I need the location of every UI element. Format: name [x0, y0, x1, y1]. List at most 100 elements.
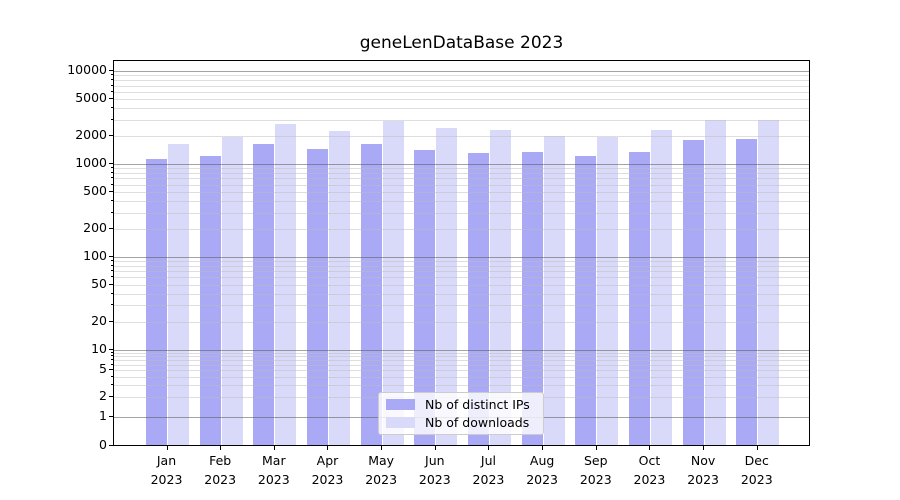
- x-axis-tick-label: Dec 2023: [727, 451, 787, 489]
- gridline-minor: [114, 376, 809, 378]
- x-tick-mark: [703, 446, 705, 450]
- y-axis-tick-label: 0: [99, 436, 107, 452]
- gridline-minor: [114, 212, 809, 214]
- x-tick-mark: [542, 446, 544, 450]
- y-tick-mark: [109, 98, 113, 100]
- legend-swatch-distinct-ips: [386, 399, 415, 410]
- gridline-major: [114, 71, 809, 73]
- bar-downloads-3: [328, 130, 350, 446]
- y-tick-mark: [109, 416, 113, 418]
- x-axis-tick-label-line: 2023: [204, 472, 237, 487]
- y-axis-tick-label: 50: [91, 275, 107, 291]
- x-axis-tick-label-line: 2023: [526, 472, 559, 487]
- x-axis-tick-label: Jan 2023: [137, 451, 197, 489]
- gridline-major: [114, 164, 809, 165]
- bar-downloads-6: [489, 130, 511, 446]
- y-axis-tick-label: 10000: [67, 62, 107, 78]
- x-axis-tick-label-line: Jul: [480, 453, 496, 468]
- y-minor-tick-mark: [111, 292, 113, 294]
- gridline-minor: [114, 284, 809, 286]
- y-minor-tick-mark: [111, 384, 113, 386]
- y-tick-mark: [109, 255, 113, 257]
- x-tick-mark: [434, 446, 436, 450]
- bar-distinct-ips-9: [628, 151, 650, 446]
- y-minor-tick-mark: [111, 355, 113, 357]
- bar-downloads-7: [543, 136, 565, 446]
- x-axis-tick-label: Apr 2023: [297, 451, 357, 489]
- x-axis-tick-label: Aug 2023: [512, 451, 572, 489]
- y-axis-tick-label: 500: [83, 182, 107, 198]
- x-axis-tick-label: Nov 2023: [673, 451, 733, 489]
- x-axis-tick-label-line: Jun: [425, 453, 445, 468]
- x-axis-tick-label: Oct 2023: [619, 451, 679, 489]
- x-axis-tick-label: Feb 2023: [190, 451, 250, 489]
- bar-distinct-ips-11: [736, 139, 758, 446]
- x-axis-tick-label-line: 2023: [579, 472, 612, 487]
- y-tick-mark: [109, 395, 113, 397]
- y-axis-tick-label: 5: [99, 361, 107, 377]
- y-minor-tick-mark: [111, 363, 113, 365]
- gridline-minor: [114, 293, 809, 295]
- y-minor-tick-mark: [111, 211, 113, 213]
- y-axis-tick-label: 100: [83, 247, 107, 263]
- y-tick-mark: [109, 190, 113, 192]
- legend-label-distinct-ips: Nb of distinct IPs: [425, 397, 530, 412]
- y-minor-tick-mark: [111, 177, 113, 179]
- y-minor-tick-mark: [111, 276, 113, 278]
- y-tick-mark: [109, 70, 113, 72]
- x-axis-tick-label-line: Aug: [529, 453, 555, 468]
- gridline-minor: [114, 305, 809, 307]
- x-axis-tick-label-line: 2023: [418, 472, 451, 487]
- chart-title: geneLenDataBase 2023: [359, 33, 564, 53]
- y-minor-tick-mark: [111, 264, 113, 266]
- gridline-minor: [114, 99, 809, 101]
- x-tick-mark: [220, 446, 222, 450]
- x-axis-tick-label: Jul 2023: [458, 451, 518, 489]
- gridline-major: [114, 256, 809, 258]
- x-axis-tick-label-line: 2023: [257, 472, 290, 487]
- y-tick-mark: [109, 283, 113, 285]
- legend-item-downloads: Nb of downloads: [386, 415, 536, 430]
- bar-downloads-8: [597, 136, 619, 446]
- x-axis-tick-label-line: Feb: [209, 453, 232, 468]
- x-axis-tick-label-line: 2023: [311, 472, 344, 487]
- x-axis-tick-label-line: Sep: [583, 453, 608, 468]
- x-axis-tick-label-line: 2023: [150, 472, 183, 487]
- gridline-minor: [114, 184, 809, 186]
- gridline-minor: [114, 108, 809, 110]
- bar-distinct-ips-1: [199, 155, 221, 446]
- y-axis-tick-label: 2: [99, 387, 107, 403]
- y-axis-tick-label: 1000: [75, 155, 107, 170]
- bar-distinct-ips-7: [521, 151, 543, 446]
- gridline-minor: [114, 277, 809, 279]
- y-tick-mark: [109, 227, 113, 229]
- gridline-minor: [114, 178, 809, 180]
- gridline-minor: [114, 360, 809, 362]
- y-axis-tick-label: 20: [91, 312, 107, 328]
- x-tick-mark: [381, 446, 383, 450]
- gridline-minor: [114, 352, 809, 354]
- x-tick-mark: [649, 446, 651, 450]
- legend-swatch-downloads: [386, 417, 415, 428]
- x-tick-mark: [327, 446, 329, 450]
- plot-area: [113, 60, 810, 446]
- x-axis-tick-label: Jun 2023: [405, 451, 465, 489]
- y-minor-tick-mark: [111, 79, 113, 81]
- x-axis-tick-label-line: 2023: [365, 472, 398, 487]
- x-axis-tick-label-line: 2023: [472, 472, 505, 487]
- gridline-minor: [114, 168, 809, 170]
- y-minor-tick-mark: [111, 359, 113, 361]
- x-tick-mark: [488, 446, 490, 450]
- gridline-major: [114, 349, 809, 351]
- y-tick-mark: [109, 163, 113, 164]
- y-tick-mark: [109, 320, 113, 322]
- x-tick-mark: [595, 446, 597, 450]
- gridline-minor: [114, 370, 809, 372]
- y-minor-tick-mark: [111, 199, 113, 201]
- bar-downloads-4: [382, 121, 404, 446]
- gridline-minor: [114, 91, 809, 93]
- x-tick-mark: [756, 446, 758, 450]
- bar-distinct-ips-10: [682, 139, 704, 446]
- y-tick-mark: [109, 348, 113, 350]
